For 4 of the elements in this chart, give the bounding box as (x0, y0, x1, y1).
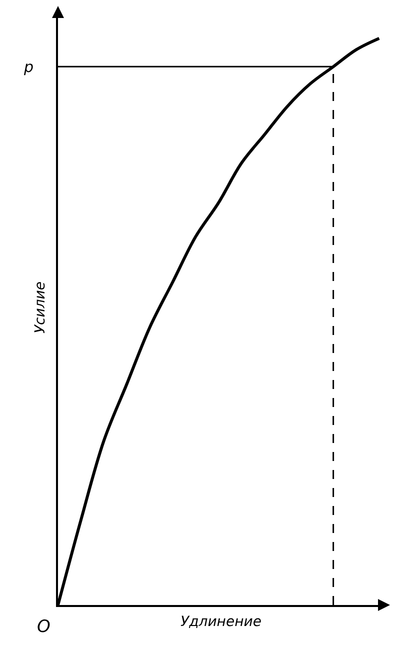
ref-line-label: p (23, 58, 34, 76)
x-axis-title: Удлинение (180, 614, 262, 630)
text: O (37, 617, 50, 637)
y-axis-title: Усилие (32, 282, 48, 334)
